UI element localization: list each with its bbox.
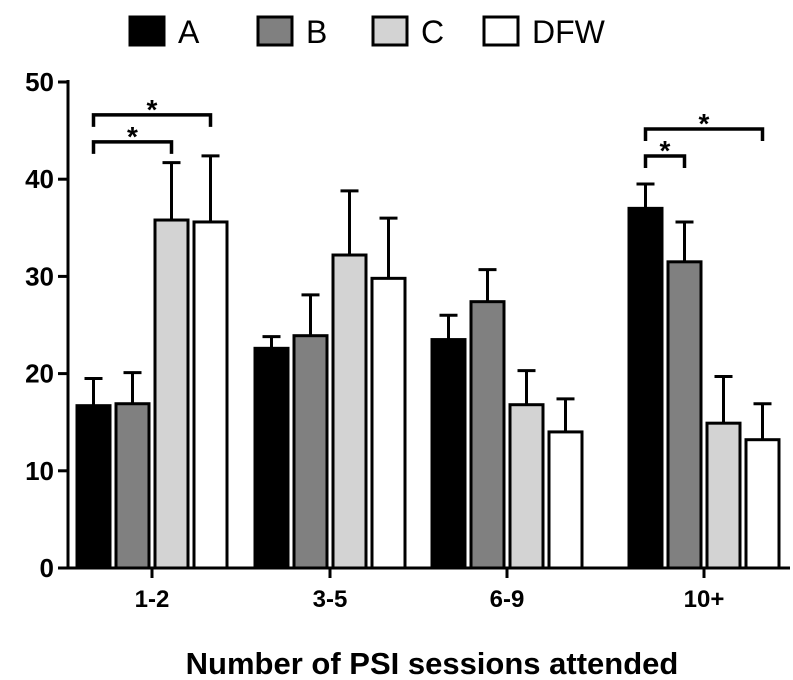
error-bar-c-1-2 xyxy=(162,161,181,221)
significance-brackets: * * * * xyxy=(91,94,765,169)
bar-b-3-5 xyxy=(292,334,329,570)
x-axis-title: Number of PSI sessions attended xyxy=(186,646,679,680)
error-bar-b-1-2 xyxy=(123,371,142,404)
y-tick-label: 0 xyxy=(40,553,54,583)
legend-item-dfw: DFW xyxy=(482,14,606,50)
legend-label: A xyxy=(178,14,200,50)
legend-label: B xyxy=(306,14,327,50)
significance-star: * xyxy=(699,108,710,139)
significance-star: * xyxy=(127,121,138,152)
error-bar-c-3-5 xyxy=(340,189,359,256)
error-bar-a-1-2 xyxy=(84,376,103,406)
y-tick-label: 20 xyxy=(25,359,54,389)
bracket-line xyxy=(91,140,174,154)
error-bar-dfw-6-9 xyxy=(556,397,575,432)
bar-a-1-2 xyxy=(75,404,112,570)
error-bar-c-10+ xyxy=(714,375,733,424)
y-tick-label: 50 xyxy=(25,67,54,97)
bracket-line xyxy=(91,113,213,127)
bar-c-10+ xyxy=(705,421,742,570)
bar-a-6-9 xyxy=(430,338,467,570)
bar-dfw-3-5 xyxy=(370,276,407,570)
legend-item-b: B xyxy=(256,14,327,50)
error-bar-dfw-3-5 xyxy=(379,216,398,279)
error-bar-dfw-10+ xyxy=(753,402,772,440)
y-tick-label: 10 xyxy=(25,456,54,486)
bar-b-6-9 xyxy=(469,300,506,570)
legend-swatch xyxy=(371,15,409,47)
bar-dfw-6-9 xyxy=(547,430,584,570)
legend-swatch xyxy=(128,15,166,47)
x-tick-label: 1-2 xyxy=(135,586,170,613)
bar-c-3-5 xyxy=(331,253,368,570)
legend-swatch xyxy=(256,15,294,47)
legend-swatch xyxy=(482,15,520,47)
error-bar-b-3-5 xyxy=(301,293,320,336)
error-bar-b-6-9 xyxy=(478,268,497,302)
error-bar-c-6-9 xyxy=(517,369,536,405)
bar-c-6-9 xyxy=(508,403,545,570)
x-tick-labels: 1-2 3-5 6-9 10+ xyxy=(135,586,725,613)
bar-a-10+ xyxy=(627,206,664,570)
legend-label: DFW xyxy=(532,14,606,50)
legend-item-a: A xyxy=(128,14,200,50)
x-tick-label: 10+ xyxy=(684,586,725,613)
error-bar-b-10+ xyxy=(675,220,694,262)
error-bar-a-3-5 xyxy=(262,335,281,349)
significance-bracket: * xyxy=(643,108,765,142)
error-bars xyxy=(84,154,772,440)
significance-bracket: * xyxy=(91,121,174,154)
significance-star: * xyxy=(660,135,671,166)
bars xyxy=(75,206,781,570)
significance-bracket: * xyxy=(91,94,213,127)
legend: A B C DFW xyxy=(128,14,606,50)
significance-star: * xyxy=(147,94,158,125)
legend-label: C xyxy=(421,14,444,50)
bar-b-1-2 xyxy=(114,402,151,570)
error-bar-dfw-1-2 xyxy=(201,154,220,222)
y-tick-label: 30 xyxy=(25,261,54,291)
bar-dfw-1-2 xyxy=(192,220,229,570)
x-tick-label: 3-5 xyxy=(313,586,348,613)
bracket-line xyxy=(643,127,765,142)
bar-dfw-10+ xyxy=(744,438,781,570)
bar-c-1-2 xyxy=(153,218,190,570)
bar-b-10+ xyxy=(666,260,703,570)
x-tick-label: 6-9 xyxy=(490,586,525,613)
error-bar-a-6-9 xyxy=(439,313,458,340)
bracket-line xyxy=(643,154,687,169)
significance-bracket: * xyxy=(643,135,687,169)
bar-a-3-5 xyxy=(253,346,290,570)
error-bar-a-10+ xyxy=(636,182,655,209)
y-tick-label: 40 xyxy=(25,164,54,194)
legend-item-c: C xyxy=(371,14,444,50)
